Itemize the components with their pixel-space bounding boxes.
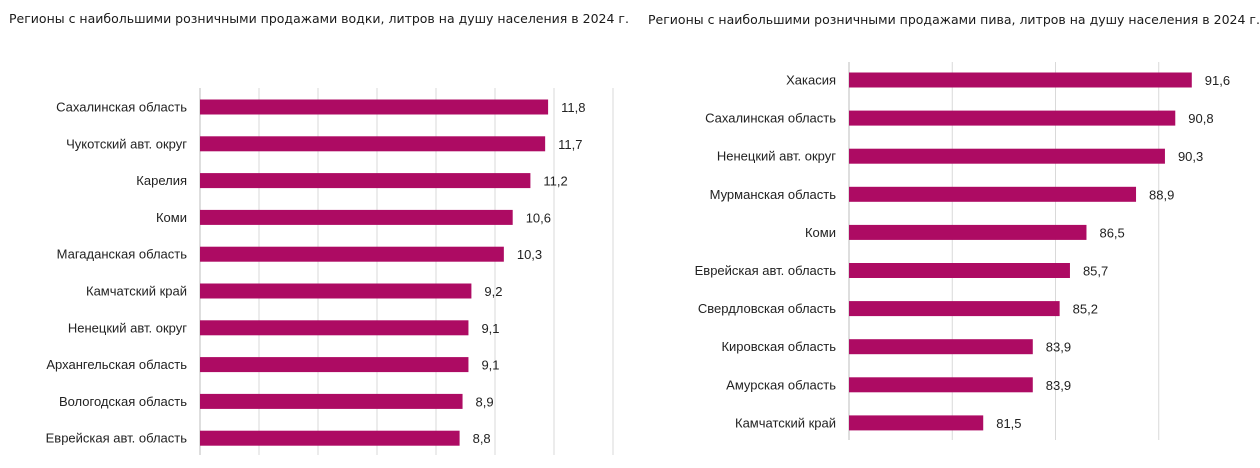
category-label: Магаданская область — [57, 247, 188, 262]
bar — [200, 357, 469, 373]
value-label: 11,2 — [543, 174, 567, 189]
bar — [200, 209, 513, 225]
category-label: Кировская область — [721, 339, 836, 354]
value-label: 10,6 — [526, 210, 551, 225]
bar — [849, 377, 1033, 393]
value-label: 88,9 — [1149, 187, 1174, 202]
bar — [849, 263, 1070, 278]
value-label: 90,3 — [1178, 149, 1203, 164]
value-label: 85,7 — [1083, 264, 1108, 279]
bar — [849, 72, 1192, 88]
category-label: Еврейская авт. область — [695, 263, 837, 278]
bar — [849, 415, 984, 431]
category-label: Ненецкий авт. округ — [717, 149, 836, 164]
value-label: 11,8 — [561, 100, 585, 115]
value-label: 9,1 — [481, 358, 499, 373]
category-label: Камчатский край — [735, 415, 836, 430]
value-label: 10,3 — [517, 247, 542, 262]
category-label: Амурская область — [726, 377, 836, 392]
category-label: Еврейская авт. область — [46, 431, 188, 446]
value-label: 9,1 — [481, 321, 499, 336]
value-label: 83,9 — [1046, 340, 1071, 355]
bar — [849, 224, 1087, 240]
bar — [849, 301, 1060, 317]
bar — [200, 136, 546, 152]
category-label: Хакасия — [786, 73, 836, 88]
bar — [200, 283, 472, 299]
category-label: Коми — [805, 225, 836, 240]
value-label: 83,9 — [1046, 378, 1071, 393]
bar — [849, 148, 1165, 164]
category-label: Чукотский авт. округ — [66, 136, 187, 151]
bar — [849, 186, 1137, 202]
value-label: 81,5 — [996, 416, 1021, 431]
value-label: 91,6 — [1205, 73, 1230, 88]
category-label: Ненецкий авт. округ — [68, 320, 187, 335]
value-label: 86,5 — [1099, 225, 1124, 240]
chart-title-beer: Регионы с наибольшими розничными продажа… — [648, 12, 1260, 27]
value-label: 85,2 — [1073, 302, 1098, 317]
chart-title-vodka: Регионы с наибольшими розничными продажа… — [9, 11, 629, 26]
value-label: 11,7 — [558, 137, 582, 152]
value-label: 8,8 — [473, 431, 491, 446]
category-label: Сахалинская область — [56, 100, 187, 115]
value-label: 8,9 — [476, 394, 494, 409]
bar — [200, 430, 460, 446]
category-label: Камчатский край — [86, 284, 187, 299]
category-label: Вологодская область — [59, 394, 187, 409]
bar — [200, 246, 504, 262]
category-label: Карелия — [136, 173, 187, 188]
category-label: Мурманская область — [710, 187, 837, 202]
bar — [849, 110, 1176, 126]
category-label: Сахалинская область — [705, 111, 836, 126]
bar — [200, 393, 463, 409]
bar — [200, 320, 469, 336]
category-label: Свердловская область — [698, 301, 836, 316]
category-label: Коми — [156, 210, 187, 225]
bar — [200, 173, 531, 189]
value-label: 9,2 — [484, 284, 502, 299]
bar — [849, 339, 1033, 355]
bar — [200, 99, 549, 115]
category-label: Архангельская область — [46, 357, 187, 372]
value-label: 90,8 — [1188, 111, 1213, 126]
